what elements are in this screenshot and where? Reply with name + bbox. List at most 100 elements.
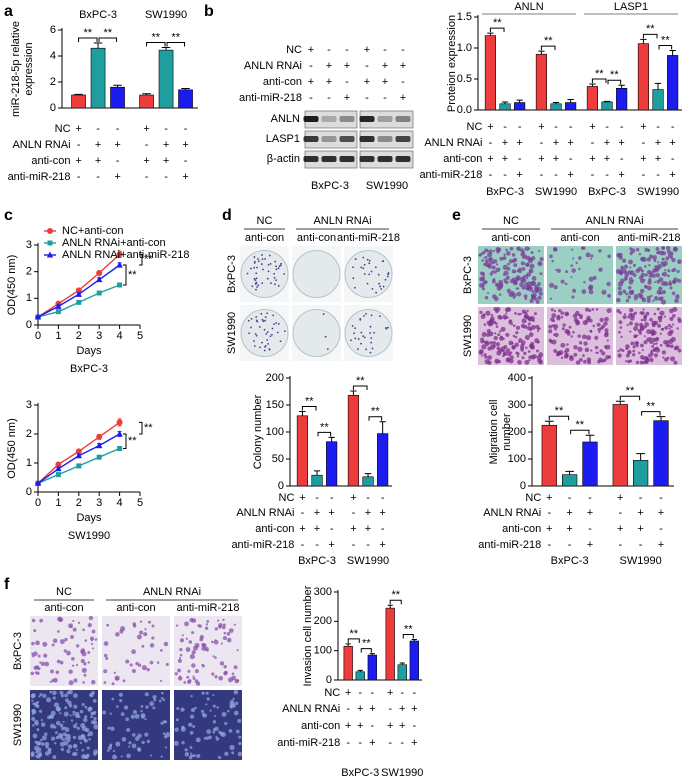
x-tick-label: 0 xyxy=(35,330,41,342)
cell xyxy=(521,356,525,360)
cell xyxy=(627,285,632,290)
cell xyxy=(604,316,609,322)
cell xyxy=(672,306,678,312)
marker xyxy=(116,251,123,258)
cell xyxy=(232,697,235,700)
cell xyxy=(175,624,179,627)
condition-sign: + xyxy=(399,720,405,732)
condition-sign: + xyxy=(640,153,646,165)
cell xyxy=(539,272,543,276)
panel-label: d xyxy=(222,207,232,224)
row-label: SW1990 xyxy=(226,312,238,354)
colony xyxy=(255,316,258,318)
error-bar xyxy=(357,669,363,672)
cell xyxy=(553,310,557,313)
significance-bracket xyxy=(591,78,607,83)
condition-label: NC xyxy=(324,687,340,699)
panel-label: a xyxy=(4,3,13,20)
cell xyxy=(489,272,494,276)
cell xyxy=(190,752,193,755)
condition-label: NC xyxy=(467,121,483,133)
colony xyxy=(369,332,372,334)
cell xyxy=(497,333,501,337)
cell xyxy=(31,712,34,716)
cell xyxy=(573,352,578,357)
cell xyxy=(73,678,78,683)
bar xyxy=(296,415,308,487)
legend-label: ANLN RNAi+anti-miR-218 xyxy=(62,249,189,261)
cell xyxy=(188,722,193,727)
cell xyxy=(212,694,215,697)
column-header: NC xyxy=(503,215,519,227)
cell xyxy=(208,735,212,740)
band-label: LASP1 xyxy=(266,133,300,145)
cell xyxy=(489,261,494,265)
cell xyxy=(480,252,484,256)
cell xyxy=(578,256,582,260)
condition-sign: + xyxy=(604,153,610,165)
cell xyxy=(673,277,678,283)
significance-label: ** xyxy=(128,269,137,281)
cell xyxy=(214,714,217,717)
cell xyxy=(188,755,193,760)
condition-sign: - xyxy=(639,539,643,551)
cell xyxy=(659,343,663,347)
y-tick-label: 2 xyxy=(26,266,32,278)
condition-sign: + xyxy=(546,523,552,535)
cell xyxy=(646,329,652,335)
cell xyxy=(235,701,239,705)
condition-sign: - xyxy=(671,153,675,165)
cell xyxy=(140,704,144,708)
colony xyxy=(359,318,362,320)
cell xyxy=(493,270,497,274)
condition-label: anti-miR-218 xyxy=(231,539,294,551)
marker xyxy=(34,313,42,320)
condition-label: ANLN RNAi xyxy=(424,137,482,149)
cell xyxy=(667,269,671,273)
cell xyxy=(190,707,196,713)
cell xyxy=(84,755,89,760)
cell xyxy=(530,251,534,255)
cell xyxy=(527,322,531,326)
significance-bracket xyxy=(139,253,143,266)
cell xyxy=(68,623,73,629)
cell xyxy=(651,344,655,348)
cell xyxy=(52,677,58,683)
cell xyxy=(496,285,502,291)
cell xyxy=(640,343,644,348)
condition-sign: - xyxy=(381,492,385,504)
cell xyxy=(657,323,662,328)
cell xyxy=(633,326,638,331)
cell xyxy=(163,641,169,647)
colony xyxy=(270,282,272,285)
condition-sign: - xyxy=(401,76,405,88)
y-axis-label: OD(450 nm) xyxy=(6,255,18,316)
y-tick-label: 0 xyxy=(278,480,284,492)
colony xyxy=(352,277,355,280)
cell xyxy=(36,747,42,753)
colony xyxy=(253,277,256,280)
blot-band xyxy=(321,116,337,122)
cell xyxy=(72,724,78,729)
cell xyxy=(519,276,525,282)
cell xyxy=(49,690,53,694)
cell xyxy=(499,256,504,261)
colony xyxy=(354,327,357,329)
cell xyxy=(648,353,653,358)
y-tick-label: 3 xyxy=(26,399,32,411)
cell xyxy=(56,706,60,711)
cell xyxy=(483,323,487,326)
cell xyxy=(223,671,228,676)
cell xyxy=(102,710,107,715)
cell xyxy=(655,247,660,251)
cell xyxy=(115,741,121,747)
cell xyxy=(103,641,109,646)
cell xyxy=(655,273,660,278)
error-bar xyxy=(399,662,405,665)
y-tick-label: 150 xyxy=(266,399,284,411)
cell xyxy=(497,314,502,320)
cell xyxy=(59,712,62,715)
cell xyxy=(231,672,235,676)
cell xyxy=(646,298,651,303)
cell xyxy=(529,298,534,304)
